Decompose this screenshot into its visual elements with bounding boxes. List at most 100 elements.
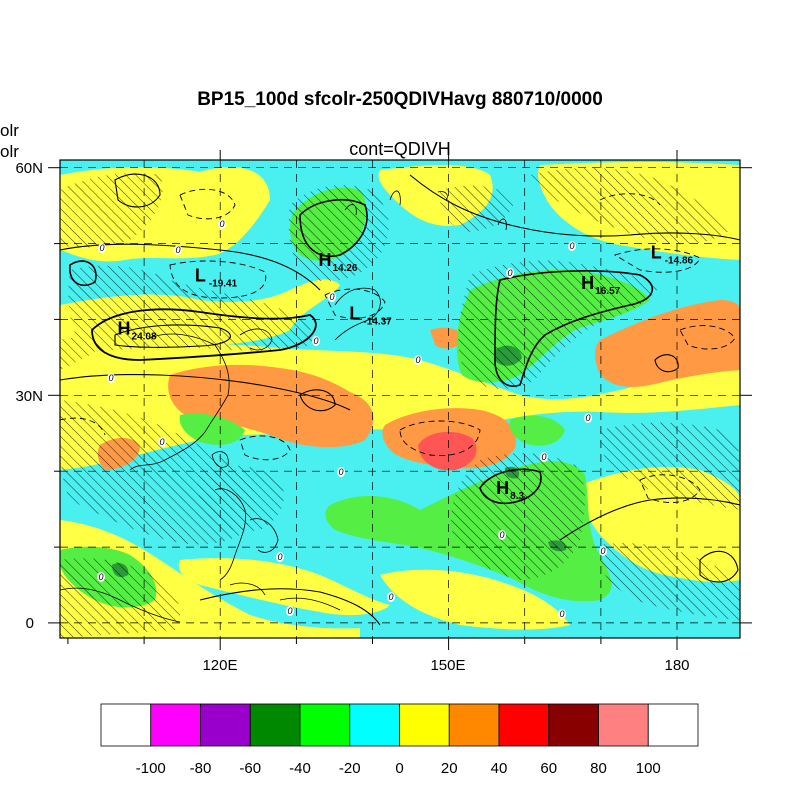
- extremum-letter: H: [318, 250, 331, 270]
- colorbar-label: 20: [441, 760, 458, 777]
- svg-text:0: 0: [569, 241, 574, 251]
- colorbar-swatch: [200, 703, 251, 747]
- svg-text:0: 0: [559, 609, 564, 619]
- figure-subtitle: cont=QDIVH: [349, 139, 451, 159]
- left-label-bottom: olr: [0, 142, 19, 161]
- left-label-top: olr: [0, 121, 19, 140]
- colorbar-label: -40: [289, 760, 311, 777]
- colorbar-swatch: [548, 703, 599, 747]
- svg-text:0: 0: [388, 592, 393, 602]
- map-plot-area: 0 0 0 0 0 0 0 0 0 0 0 0 0 0 0 0 0 0 0 0 …: [60, 160, 740, 638]
- colorbar-label: 0: [395, 760, 403, 777]
- colorbar-label: 40: [491, 760, 508, 777]
- colorbar-label: -60: [239, 760, 261, 777]
- lon-tick-labels: 120E 150E 180: [202, 657, 689, 674]
- svg-text:0: 0: [313, 336, 318, 346]
- zero-label: 0: [584, 413, 592, 423]
- svg-text:0: 0: [98, 572, 103, 582]
- extremum-letter: L: [651, 243, 662, 263]
- zero-label: 0: [107, 373, 115, 383]
- lon-tick-label: 120E: [202, 657, 237, 674]
- zero-label: 0: [337, 467, 345, 477]
- extremum-letter: H: [118, 319, 131, 339]
- svg-text:0: 0: [585, 413, 590, 423]
- colorbar-label: -20: [339, 760, 361, 777]
- colorbar-swatch: [349, 703, 400, 747]
- svg-text:0: 0: [499, 530, 504, 540]
- svg-text:0: 0: [277, 552, 282, 562]
- zero-label: 0: [328, 292, 336, 302]
- zero-label: 0: [387, 592, 395, 602]
- svg-text:0: 0: [175, 245, 180, 255]
- extremum-letter: L: [349, 303, 360, 323]
- extremum-value: 14.26: [332, 263, 357, 274]
- lat-lon-grid: [60, 160, 740, 638]
- colorbar-swatch: [647, 703, 699, 747]
- colorbar-swatch: [448, 703, 500, 747]
- contours-negative: [60, 188, 736, 503]
- extremum-letter: H: [496, 478, 509, 498]
- colorbar-swatch: [150, 703, 201, 747]
- extremum-value: -19.41: [209, 278, 238, 289]
- colorbar-label: 100: [636, 760, 661, 777]
- extremum-high: H 24.08: [118, 319, 157, 343]
- colorbar-swatch: [299, 703, 351, 747]
- zero-label: 0: [98, 243, 106, 253]
- colorbar-label: 60: [540, 760, 557, 777]
- map-frame: [59, 159, 741, 639]
- zero-label: 0: [558, 609, 566, 619]
- zero-label: 0: [414, 355, 422, 365]
- colorbar: [100, 703, 699, 747]
- lat-tick-labels: 60N 30N 0: [15, 160, 43, 632]
- svg-text:0: 0: [600, 546, 605, 556]
- zero-label: 0: [97, 572, 105, 582]
- svg-text:0: 0: [507, 268, 512, 278]
- svg-text:0: 0: [108, 373, 113, 383]
- extremum-value: 16.57: [595, 286, 620, 297]
- colorbar-swatch: [498, 703, 550, 747]
- svg-text:0: 0: [219, 219, 224, 229]
- colorbar-labels: -100 -80 -60 -40 -20 0 20 40 60 80 100: [136, 760, 661, 777]
- colorbar-swatch: [399, 703, 450, 747]
- extremum-value: 8.3: [510, 491, 524, 502]
- zero-label: 0: [498, 530, 506, 540]
- zero-label: 0: [540, 452, 548, 462]
- zero-label: 0: [599, 546, 607, 556]
- extremum-value: -14.37: [363, 316, 392, 327]
- svg-text:0: 0: [541, 452, 546, 462]
- lat-tick-label: 30N: [15, 388, 43, 405]
- extremum-low: L -14.37: [349, 303, 392, 327]
- extremum-letter: H: [581, 273, 594, 293]
- svg-text:0: 0: [99, 243, 104, 253]
- svg-text:0: 0: [415, 355, 420, 365]
- zero-label: 0: [158, 437, 166, 447]
- hatched-negative-areas: [60, 168, 740, 638]
- extremum-value: 24.08: [132, 332, 157, 343]
- positive-shading-60-80: [418, 431, 477, 471]
- colorbar-label: -100: [136, 760, 166, 777]
- lat-tick-label: 60N: [15, 160, 43, 177]
- colorbar-swatch: [100, 703, 152, 747]
- extremum-low: L -19.41: [195, 265, 238, 289]
- extrema-labels: H 24.08L -19.41H 14.26L -14.37H 16.57L -14.86H…: [118, 243, 694, 502]
- zero-label: 0: [312, 336, 320, 346]
- contour-zero-labels: 0 0 0 0 0 0 0 0 0 0 0 0 0 0 0 0 0 0 0 0: [97, 219, 607, 619]
- colorbar-label: 80: [590, 760, 607, 777]
- lon-tick-label: 180: [664, 657, 689, 674]
- extremum-high: H 8.3: [496, 478, 524, 502]
- svg-text:0: 0: [329, 292, 334, 302]
- extremum-letter: L: [195, 265, 206, 285]
- contours-positive: [60, 173, 740, 626]
- coastlines: [60, 190, 507, 623]
- extremum-high: H 16.57: [581, 273, 620, 297]
- zero-label: 0: [506, 268, 514, 278]
- zero-label: 0: [218, 219, 226, 229]
- figure-title: BP15_100d sfcolr-250QDIVHavg 880710/0000: [197, 89, 603, 110]
- lat-tick-label: 0: [26, 615, 34, 632]
- lon-tick-label: 150E: [430, 657, 465, 674]
- svg-text:0: 0: [287, 606, 292, 616]
- extremum-value: -14.86: [665, 256, 694, 267]
- colorbar-swatch: [598, 703, 649, 747]
- axis-ticks: [48, 150, 752, 650]
